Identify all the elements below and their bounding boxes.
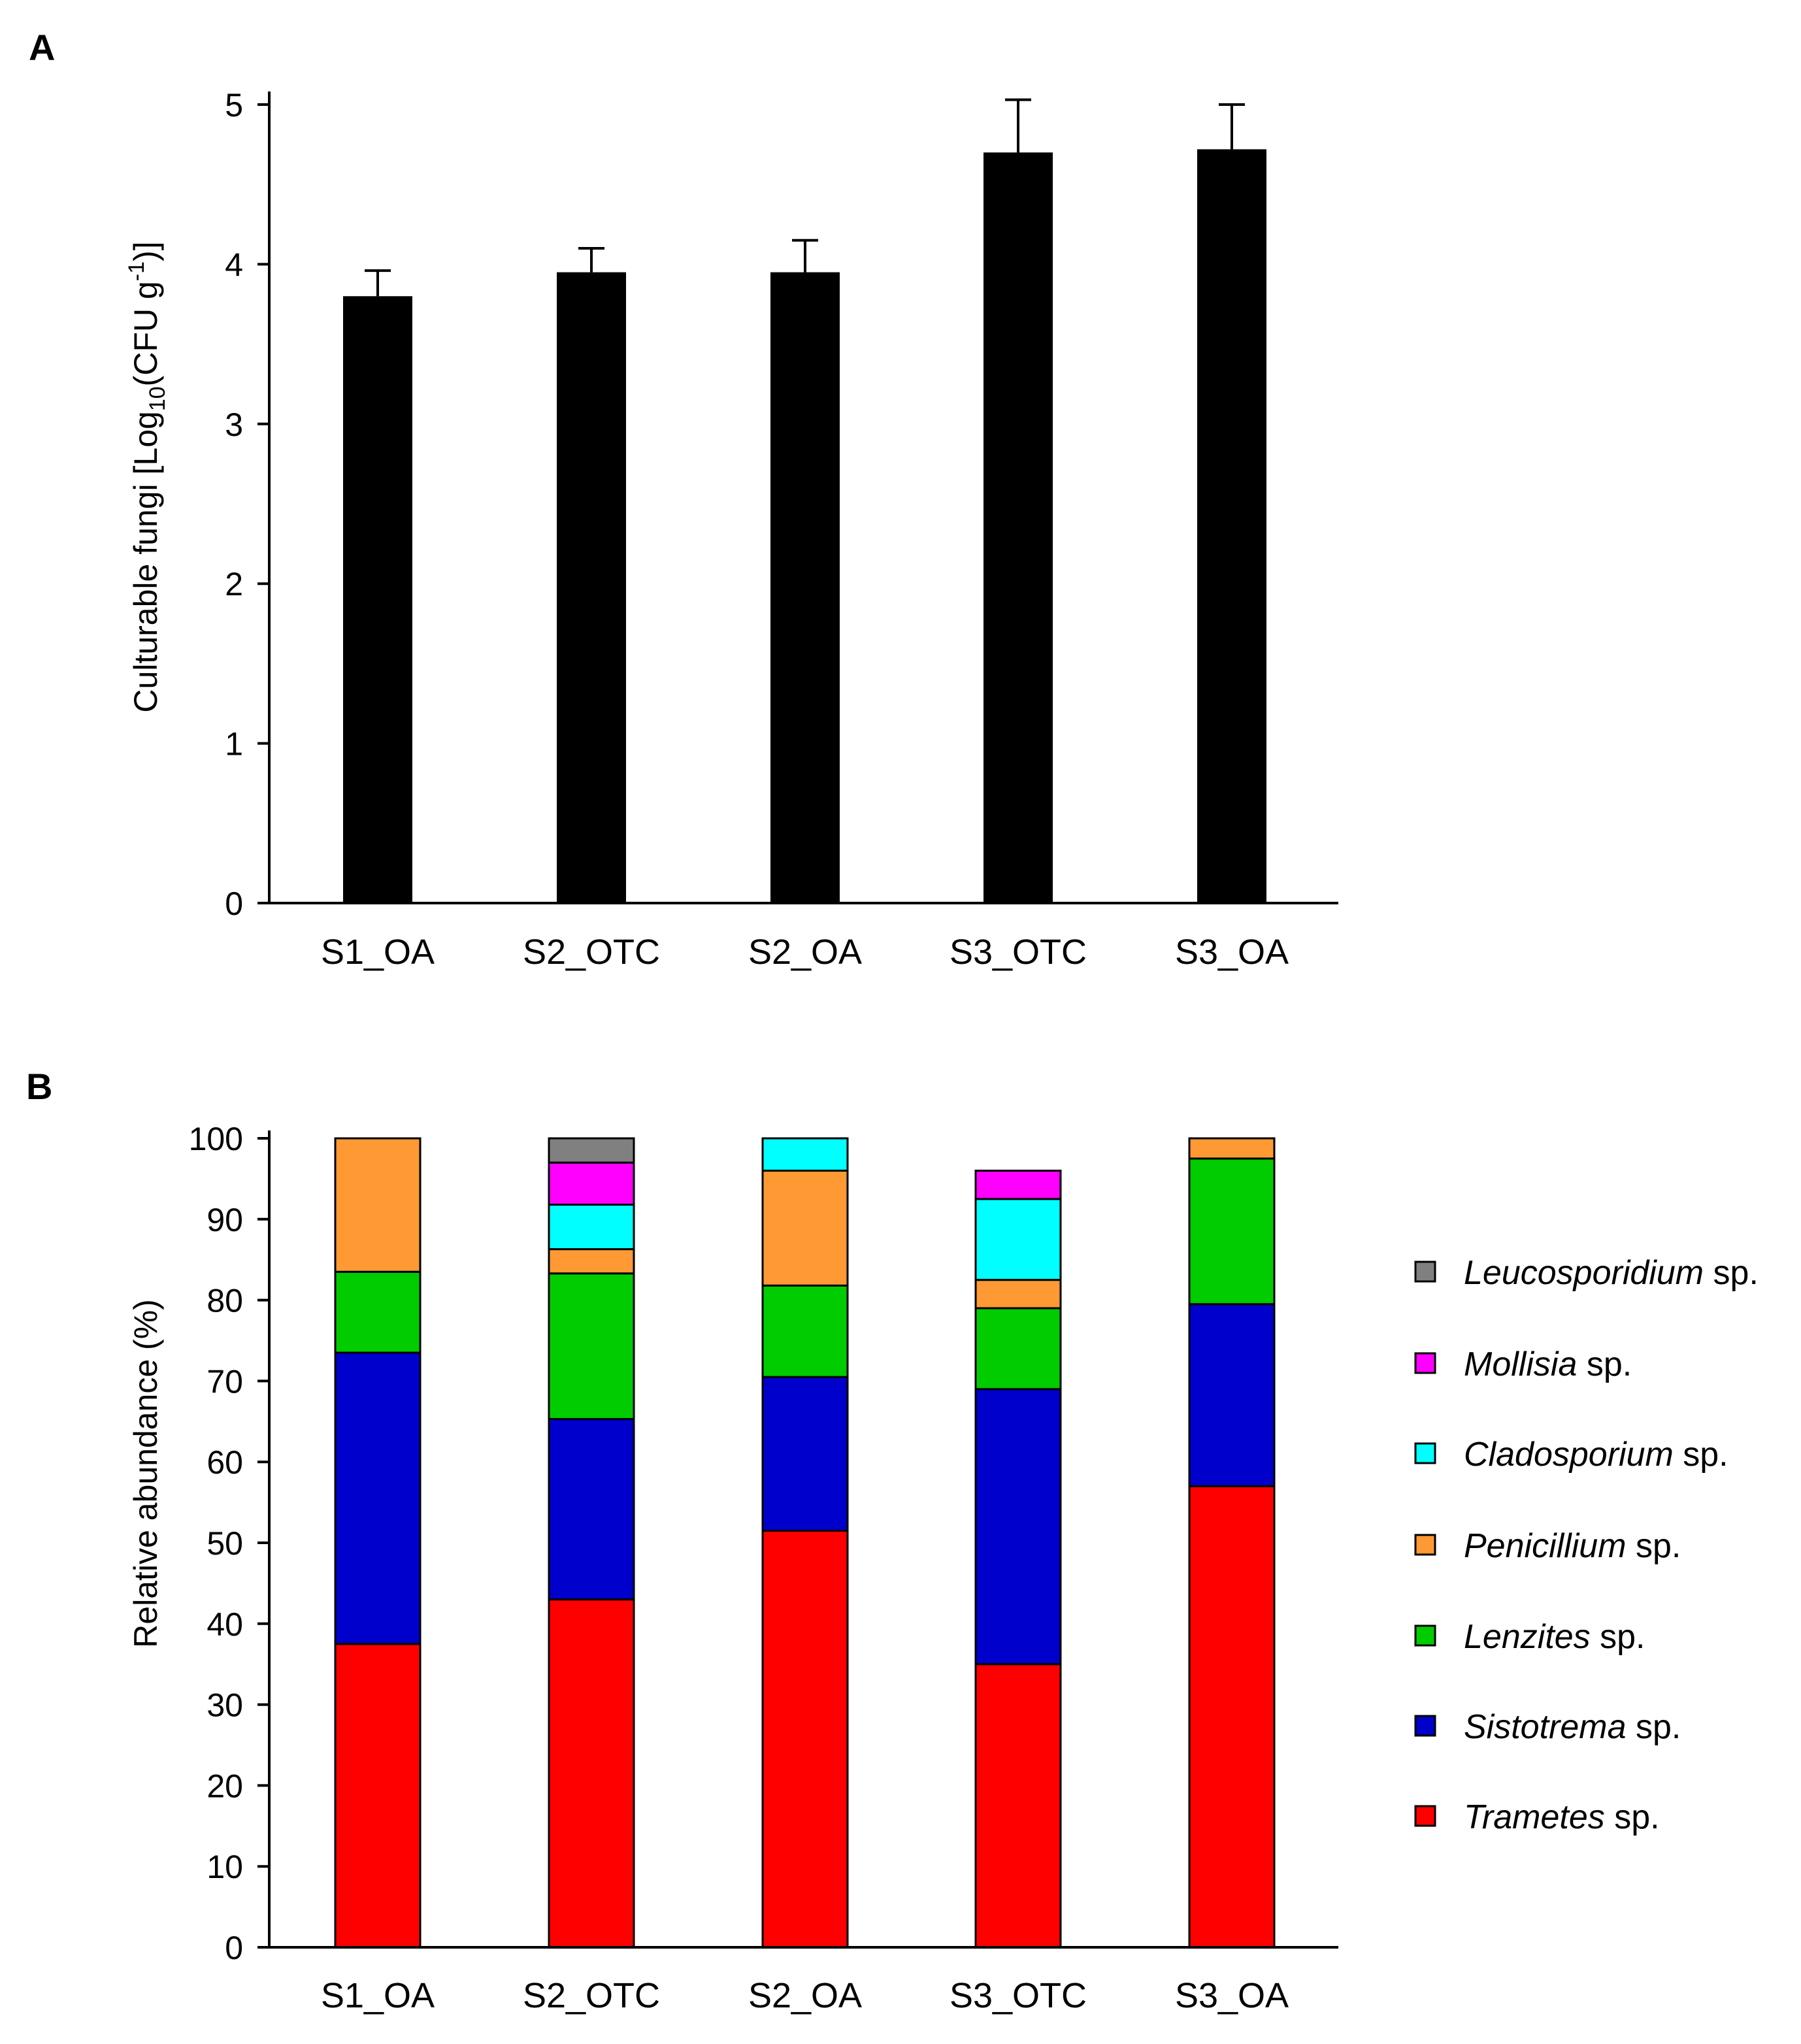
panel-a-label: A <box>29 27 55 68</box>
bar <box>343 296 412 903</box>
y-tick-label: 3 <box>225 406 243 443</box>
x-category-label: S3_OTC <box>950 932 1087 972</box>
bar <box>983 152 1053 903</box>
bar <box>557 272 626 903</box>
y-tick-label: 100 <box>189 1121 243 1157</box>
legend-item: Sistotrema sp. <box>1414 1708 1681 1746</box>
legend-label: Cladosporium sp. <box>1464 1436 1728 1474</box>
panel-b: B Relative abundance (%) 0 10 20 30 40 50 60 70… <box>26 1066 1759 2015</box>
x-category-label: S2_OTC <box>523 932 660 972</box>
bar <box>1197 149 1266 903</box>
stacked-segment <box>334 1643 421 1949</box>
x-category-label: S2_OTC <box>523 1976 660 2015</box>
stacked-segment <box>761 1376 849 1532</box>
panel-b-y-ticks: 0 10 20 30 40 50 60 70 80 90 100 <box>189 1121 269 1966</box>
legend-label: Lenzites sp. <box>1464 1618 1645 1656</box>
stacked-segment <box>761 1284 849 1378</box>
x-category-label: S1_OA <box>321 932 435 972</box>
panel-b-x-labels: S1_OA S2_OTC S2_OA S3_OTC S3_OA <box>321 1976 1289 2015</box>
x-category-label: S3_OA <box>1175 932 1289 972</box>
stacked-segment <box>1188 1157 1276 1306</box>
stacked-segment <box>548 1272 635 1421</box>
y-tick-label: 10 <box>207 1849 243 1885</box>
legend-item: Lenzites sp. <box>1414 1618 1645 1656</box>
panel-a-x-labels: S1_OA S2_OTC S2_OA S3_OTC S3_OA <box>321 932 1289 972</box>
y-tick-label: 1 <box>225 726 243 763</box>
x-category-label: S1_OA <box>321 1976 435 2015</box>
legend-swatch <box>1414 1624 1436 1647</box>
stacked-segment <box>548 1598 635 1949</box>
stacked-segment <box>548 1418 635 1601</box>
panel-b-legend: Leucosporidium sp. Mollisia sp. Cladospori… <box>1414 1254 1759 1836</box>
panel-a-error-bars <box>365 98 1245 297</box>
stacked-segment <box>334 1137 421 1273</box>
panel-a-ylabel: Culturable fungi [Log10(CFU g-1)] <box>124 241 170 712</box>
legend-label: Mollisia sp. <box>1464 1345 1632 1383</box>
stacked-segment <box>974 1279 1062 1310</box>
legend-swatch <box>1414 1352 1436 1374</box>
panel-a: A Culturable fungi [Log10(CFU g-1)] 0 1 2 3… <box>29 27 1338 972</box>
y-tick-label: 90 <box>207 1202 243 1238</box>
x-category-label: S2_OA <box>748 1976 862 2015</box>
stacked-segment <box>334 1270 421 1354</box>
bar <box>770 272 840 903</box>
stacked-segment <box>1188 1485 1276 1949</box>
stacked-segment <box>548 1161 635 1206</box>
stacked-segment <box>974 1388 1062 1666</box>
legend-label: Trametes sp. <box>1464 1798 1660 1836</box>
legend-item: Trametes sp. <box>1414 1798 1660 1836</box>
panel-a-bars <box>343 149 1266 903</box>
legend-item: Leucosporidium sp. <box>1414 1254 1759 1292</box>
y-tick-label: 30 <box>207 1687 243 1724</box>
stacked-segment <box>974 1307 1062 1391</box>
stacked-segment <box>1188 1303 1276 1487</box>
y-tick-label: 4 <box>225 246 243 283</box>
y-tick-label: 70 <box>207 1363 243 1400</box>
stacked-segment <box>548 1204 635 1251</box>
stacked-segment <box>548 1137 635 1164</box>
y-tick-label: 40 <box>207 1606 243 1643</box>
stacked-segment <box>974 1663 1062 1949</box>
stacked-segment <box>761 1529 849 1949</box>
y-tick-label: 0 <box>225 1930 243 1966</box>
panel-b-stacked-bars <box>334 1137 1276 1949</box>
legend-item: Mollisia sp. <box>1414 1345 1632 1383</box>
panel-b-label: B <box>26 1066 52 1107</box>
legend-item: Cladosporium sp. <box>1414 1436 1728 1474</box>
legend-label: Sistotrema sp. <box>1464 1708 1681 1746</box>
y-tick-label: 60 <box>207 1444 243 1481</box>
legend-label: Penicillium sp. <box>1464 1527 1681 1565</box>
legend-label: Leucosporidium sp. <box>1464 1254 1759 1292</box>
legend-swatch <box>1414 1261 1436 1283</box>
panel-b-ylabel: Relative abundance (%) <box>127 1299 164 1648</box>
y-tick-label: 0 <box>225 885 243 922</box>
x-category-label: S3_OA <box>1175 1976 1289 2015</box>
y-tick-label: 80 <box>207 1283 243 1319</box>
panel-a-y-ticks: 0 1 2 3 4 5 <box>225 87 269 922</box>
y-tick-label: 20 <box>207 1768 243 1804</box>
y-tick-label: 2 <box>225 566 243 602</box>
legend-swatch <box>1414 1715 1436 1737</box>
y-tick-label: 5 <box>225 87 243 124</box>
legend-item: Penicillium sp. <box>1414 1527 1681 1565</box>
stacked-segment <box>334 1351 421 1645</box>
stacked-segment <box>761 1137 849 1172</box>
legend-swatch <box>1414 1805 1436 1827</box>
stacked-segment <box>761 1170 849 1287</box>
stacked-segment <box>1188 1137 1276 1160</box>
legend-swatch <box>1414 1534 1436 1556</box>
stacked-segment <box>974 1198 1062 1281</box>
y-tick-label: 50 <box>207 1525 243 1562</box>
stacked-segment <box>974 1170 1062 1200</box>
x-category-label: S2_OA <box>748 932 862 972</box>
legend-swatch <box>1414 1442 1436 1464</box>
x-category-label: S3_OTC <box>950 1976 1087 2015</box>
stacked-segment <box>548 1248 635 1275</box>
